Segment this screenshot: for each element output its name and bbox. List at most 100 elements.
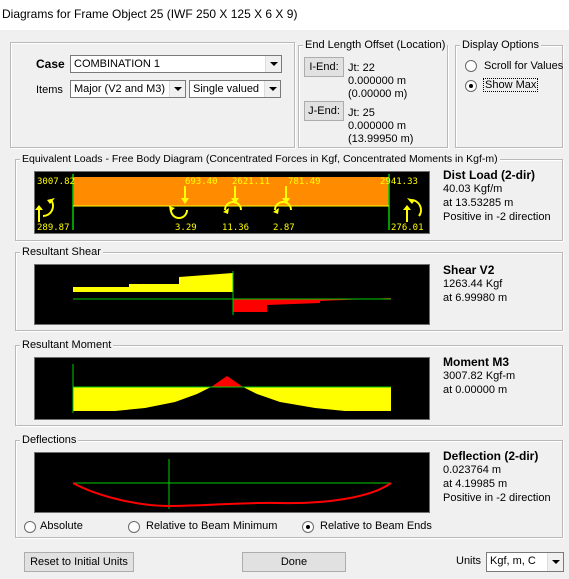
reaction-left-value: 289.87 <box>37 223 70 233</box>
point-moment-arc-1 <box>170 209 188 219</box>
case-label: Case <box>36 57 65 71</box>
moment-right-value: 2941.33 <box>380 177 418 187</box>
shear-info-value: 1263.44 Kgf <box>443 278 503 290</box>
fbd-diagram: 3007.82 2941.33 289.87 276.01 693.40 262… <box>34 171 430 234</box>
chevron-down-icon <box>552 560 560 564</box>
case-dropdown[interactable]: COMBINATION 1 <box>70 55 282 73</box>
chevron-down-icon <box>174 87 182 91</box>
end-length-offset-legend: End Length Offset (Location) <box>303 39 448 51</box>
value-mode-value: Single valued <box>193 83 260 95</box>
i-end-button[interactable]: I-End: <box>304 57 344 77</box>
point-moment-arrowhead-3 <box>273 208 279 214</box>
scroll-for-values-radio[interactable] <box>465 60 477 72</box>
units-dropdown[interactable]: Kgf, m, C <box>486 552 564 572</box>
i-end-offset: 0.000000 m <box>348 75 407 87</box>
left-moment-arc <box>42 199 54 217</box>
moment-left-value: 3007.82 <box>37 177 75 187</box>
point-moment-arrowhead-1 <box>169 206 175 212</box>
relative-to-ends-radio[interactable] <box>302 521 314 533</box>
deflection-info-direction: Positive in -2 direction <box>443 492 551 504</box>
j-end-button[interactable]: J-End: <box>304 101 344 121</box>
moment-info: Moment M3 3007.82 Kgf-m at 0.00000 m <box>443 355 515 397</box>
deflection-info: Deflection (2-dir) 0.023764 m at 4.19985… <box>443 449 551 505</box>
deflection-info-at: at 4.19985 m <box>443 478 508 490</box>
shear-positive-area <box>73 273 233 299</box>
display-options-legend: Display Options <box>460 39 542 51</box>
fbd-info-heading: Dist Load (2-dir) <box>443 168 535 182</box>
moment-panel: Resultant Moment <box>15 339 563 426</box>
fbd-svg: 3007.82 2941.33 289.87 276.01 693.40 262… <box>35 174 424 233</box>
moment-left-negative-area <box>73 387 211 411</box>
j-end-joint: Jt: 25 <box>348 107 375 119</box>
title-bar: Diagrams for Frame Object 25 (IWF 250 X … <box>0 0 569 30</box>
fbd-panel: Equivalent Loads - Free Body Diagram (Co… <box>15 153 563 241</box>
moment-positive-area <box>211 376 243 387</box>
shear-panel: Resultant Shear <box>15 246 563 331</box>
items-dropdown[interactable]: Major (V2 and M3) <box>70 80 186 98</box>
i-end-location: (0.00000 m) <box>348 88 408 100</box>
items-label: Items <box>36 84 63 96</box>
distributed-load-bar <box>73 177 389 206</box>
value-mode-dropdown-button[interactable] <box>264 81 280 97</box>
display-options-panel: Display Options <box>455 39 563 148</box>
point-moment-arc-3 <box>274 201 292 211</box>
items-dropdown-button[interactable] <box>169 81 185 97</box>
point-load-arrowhead-1 <box>181 198 189 204</box>
point-load-arrowhead-2 <box>231 198 239 204</box>
moment-diagram <box>34 357 430 420</box>
shear-diagram <box>34 264 430 325</box>
point-load-value-3: 781.49 <box>288 177 321 187</box>
case-value: COMBINATION 1 <box>74 58 160 70</box>
relative-to-minimum-label[interactable]: Relative to Beam Minimum <box>146 520 278 532</box>
absolute-label[interactable]: Absolute <box>40 520 83 532</box>
right-reaction-arrowhead <box>403 205 411 210</box>
deflection-legend: Deflections <box>20 434 79 446</box>
scroll-for-values-label[interactable]: Scroll for Values <box>484 60 564 72</box>
shear-legend: Resultant Shear <box>20 246 103 258</box>
reset-units-button[interactable]: Reset to Initial Units <box>24 552 134 572</box>
relative-to-ends-label[interactable]: Relative to Beam Ends <box>320 520 432 532</box>
deflection-svg <box>72 459 392 509</box>
deflection-diagram <box>34 452 430 513</box>
reaction-right-value: 276.01 <box>391 223 424 233</box>
chevron-down-icon <box>270 62 278 66</box>
units-dropdown-button[interactable] <box>547 553 563 571</box>
right-moment-arrowhead <box>407 198 415 204</box>
relative-to-minimum-radio[interactable] <box>128 521 140 533</box>
point-moment-value-3: 2.87 <box>273 223 295 233</box>
j-end-location: (13.99950 m) <box>348 133 414 145</box>
i-end-joint: Jt: 22 <box>348 62 375 74</box>
moment-svg <box>72 364 391 413</box>
shear-negative-area <box>233 298 391 312</box>
deflected-shape <box>72 482 392 508</box>
fbd-info-direction: Positive in -2 direction <box>443 211 551 223</box>
case-panel <box>10 42 295 148</box>
fbd-info-value: 40.03 Kgf/m <box>443 183 503 195</box>
case-dropdown-button[interactable] <box>265 56 281 72</box>
value-mode-dropdown[interactable]: Single valued <box>189 80 281 98</box>
window-title: Diagrams for Frame Object 25 (IWF 250 X … <box>2 7 298 21</box>
done-button[interactable]: Done <box>242 552 346 572</box>
chevron-down-icon <box>269 87 277 91</box>
show-max-radio[interactable] <box>465 80 477 92</box>
point-load-value-2: 2621.11 <box>232 177 270 187</box>
absolute-radio[interactable] <box>24 521 36 533</box>
deflection-info-value: 0.023764 m <box>443 464 502 476</box>
end-length-offset-panel: End Length Offset (Location) <box>298 39 448 148</box>
deflection-info-heading: Deflection (2-dir) <box>443 449 539 463</box>
show-max-label[interactable]: Show Max <box>482 78 539 92</box>
units-label: Units <box>456 555 482 567</box>
units-value: Kgf, m, C <box>490 555 536 567</box>
shear-svg <box>73 271 391 315</box>
left-moment-arrowhead <box>47 198 55 204</box>
shear-info: Shear V2 1263.44 Kgf at 6.99980 m <box>443 263 507 305</box>
moment-info-value: 3007.82 Kgf-m <box>443 370 516 382</box>
fbd-info: Dist Load (2-dir) 40.03 Kgf/m at 13.5328… <box>443 168 551 224</box>
moment-info-heading: Moment M3 <box>443 355 509 369</box>
fbd-legend: Equivalent Loads - Free Body Diagram (Co… <box>20 153 500 165</box>
left-reaction-arrowhead <box>35 205 43 210</box>
shear-info-at: at 6.99980 m <box>443 292 508 304</box>
point-load-value-1: 693.40 <box>185 177 218 187</box>
items-value: Major (V2 and M3) <box>74 83 166 95</box>
deflection-panel: Deflections <box>15 434 563 538</box>
